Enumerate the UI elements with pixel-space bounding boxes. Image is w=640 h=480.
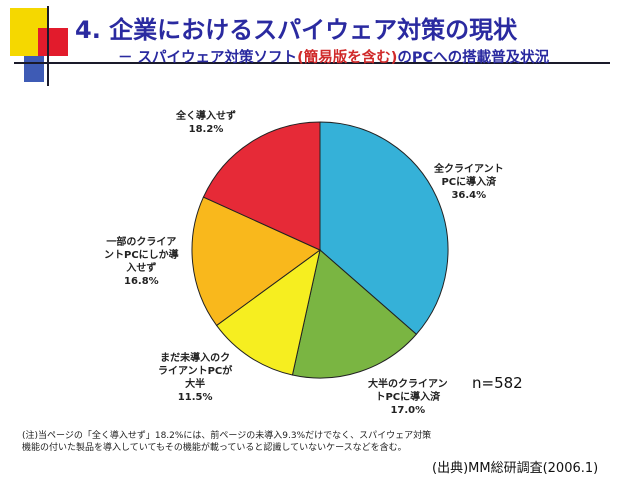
slice-label-mostly-installed: 大半のクライアン トPCに導入済 17.0% xyxy=(368,378,448,417)
slice-label-partially-installed: 一部のクライア ントPCにしか導 入せず 16.8% xyxy=(104,236,179,288)
deco-red-block xyxy=(38,28,68,56)
slice-label-line: ライアントPCが xyxy=(158,366,233,377)
slice-percent: 11.5% xyxy=(177,392,213,403)
subtitle-prefix: － スパイウェア対策ソフト xyxy=(118,50,298,66)
source-citation: (出典)MM総研調査(2006.1) xyxy=(432,461,599,476)
pie-slice-mostly-installed xyxy=(291,249,418,379)
sample-size: n=582 xyxy=(472,374,523,392)
subtitle-highlight: (簡易版を含む) xyxy=(297,50,398,66)
deco-horizontal-line xyxy=(14,62,610,64)
slice-label-not-installed: 全く導入せず 18.2% xyxy=(176,110,236,136)
pie-slice-all-installed xyxy=(319,121,449,335)
slice-label-line: 大半のクライアン xyxy=(368,379,448,390)
subtitle-suffix: のPCへの搭載普及状況 xyxy=(397,50,550,66)
footnote: (注)当ページの「全く導入せず」18.2%には、前ページの未導入9.3%だけでな… xyxy=(22,431,432,453)
slice-label-line: まだ未導入のク xyxy=(160,353,231,364)
slice-label-mostly-not-installed: まだ未導入のク ライアントPCが 大半 11.5% xyxy=(158,352,232,404)
slice-percent: 36.4% xyxy=(451,190,487,201)
slice-percent: 17.0% xyxy=(390,405,426,416)
slice-label-line: PCに導入済 xyxy=(441,177,497,188)
pie-slice-partially-installed xyxy=(191,196,321,327)
slice-label-line: トPCに導入済 xyxy=(375,392,441,403)
slice-label-line: ントPCにしか導 xyxy=(104,250,179,261)
deco-vertical-line xyxy=(47,6,49,86)
slice-percent: 16.8% xyxy=(123,276,159,287)
slice-percent: 18.2% xyxy=(188,124,224,135)
slice-label-line: 全クライアント xyxy=(434,164,504,175)
pie-slice-not-installed xyxy=(202,121,321,251)
slice-label-all-installed: 全クライアント PCに導入済 36.4% xyxy=(434,163,504,202)
slice-label-line: 大半 xyxy=(185,379,206,390)
page-title: 4. 企業におけるスパイウェア対策の現状 xyxy=(75,16,518,44)
slice-label-line: 全く導入せず xyxy=(176,111,236,122)
slice-label-line: 一部のクライア xyxy=(106,237,177,248)
page-subtitle: － スパイウェア対策ソフト(簡易版を含む)のPCへの搭載普及状況 xyxy=(118,46,549,67)
pie-slice-mostly-not-installed xyxy=(215,248,321,376)
slice-label-line: 入せず xyxy=(126,263,157,274)
